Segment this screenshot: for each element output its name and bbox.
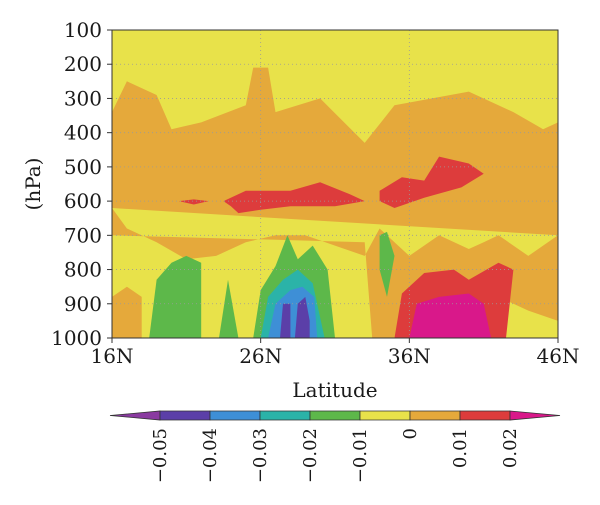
x-tick-label: 36N xyxy=(388,344,431,368)
contour-region-red-core-west xyxy=(178,199,209,205)
colorbar-swatch xyxy=(409,410,461,421)
y-tick-label: 300 xyxy=(64,86,102,110)
y-tick-label: 1000 xyxy=(51,326,102,350)
plot-frame xyxy=(111,29,559,339)
y-tick-label: 100 xyxy=(64,18,102,42)
y-tick-label: 700 xyxy=(64,223,102,247)
contour-region-positive-band-lower-west xyxy=(112,208,558,338)
colorbar-swatch xyxy=(109,410,161,421)
colorbar: −0.05 −0.04 −0.03 −0.02 −0.01 0 0.01 0.02 xyxy=(109,410,561,483)
colorbar-tick-label: −0.01 xyxy=(350,428,371,483)
colorbar-tick-label: 0.01 xyxy=(450,428,471,468)
colorbar-tick-label: −0.02 xyxy=(300,428,321,483)
colorbar-tick-label: −0.04 xyxy=(200,428,221,483)
colorbar-swatch xyxy=(359,410,411,421)
colorbar-swatch xyxy=(459,410,511,421)
grid xyxy=(112,30,558,338)
contour-region-positive-band-upper xyxy=(112,67,558,236)
colorbar-swatch xyxy=(259,410,311,421)
colorbar-swatch xyxy=(509,410,561,421)
y-tick-label: 200 xyxy=(64,52,102,76)
y-tick-label: 500 xyxy=(64,155,102,179)
y-tick-label: 900 xyxy=(64,292,102,316)
y-tick-label: 600 xyxy=(64,189,102,213)
colorbar-tick-label: −0.05 xyxy=(150,428,171,483)
y-tick-label: 800 xyxy=(64,258,102,282)
colorbar-swatch xyxy=(209,410,261,421)
colorbar-tick-label: 0 xyxy=(400,428,421,439)
y-tick-label: 400 xyxy=(64,121,102,145)
x-axis-label: Latitude xyxy=(292,378,377,402)
contour-region-green-narrow xyxy=(219,279,239,338)
x-tick-label: 46N xyxy=(537,344,580,368)
contour-region-indigo-central-2 xyxy=(294,296,310,338)
x-tick-label: 16N xyxy=(91,344,134,368)
contour-region-magenta-core xyxy=(409,293,492,338)
contour-region-positive-surface-west xyxy=(112,286,142,338)
colorbar-swatch xyxy=(309,410,361,421)
contour-region-red-core-east xyxy=(379,156,484,208)
contour-region-green-west xyxy=(149,255,202,338)
x-tick-label: 26N xyxy=(239,344,282,368)
colorbar-tick-label: 0.02 xyxy=(500,428,521,468)
colorbar-swatch xyxy=(159,410,211,421)
contour-region-indigo-central xyxy=(280,303,291,338)
plot-area xyxy=(112,30,558,338)
contour-region-green-east-tongue xyxy=(379,231,395,297)
contour-region-red-core-central xyxy=(223,182,365,214)
y-axis-label: (hPa) xyxy=(21,158,45,211)
colorbar-tick-label: −0.03 xyxy=(250,428,271,483)
